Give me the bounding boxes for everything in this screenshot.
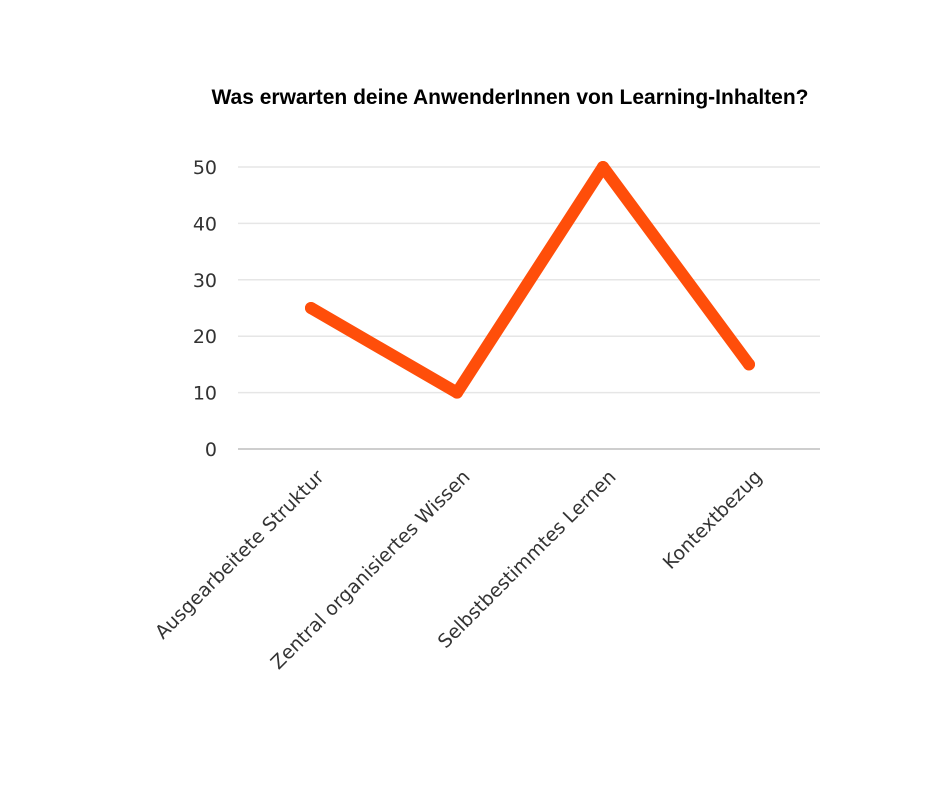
y-axis-ticks: 0 10 20 30 40 50 — [193, 157, 217, 461]
data-point — [451, 386, 463, 399]
y-tick-label: 30 — [193, 270, 217, 292]
data-point — [597, 161, 609, 173]
series-line — [305, 161, 755, 399]
gridlines — [238, 166, 820, 450]
y-tick-label: 0 — [205, 439, 217, 461]
data-point — [743, 358, 755, 371]
y-tick-label: 50 — [193, 157, 217, 179]
chart-title: Was erwarten deine AnwenderInnen von Lea… — [211, 86, 808, 109]
y-tick-label: 10 — [193, 383, 217, 405]
y-tick-label: 40 — [193, 213, 217, 235]
y-tick-label: 20 — [193, 326, 217, 348]
x-tick-label: Kontextbezug — [659, 466, 767, 574]
x-tick-label: Ausgearbeitete Struktur — [151, 466, 329, 644]
series-layer — [305, 161, 755, 399]
data-point — [305, 302, 317, 314]
